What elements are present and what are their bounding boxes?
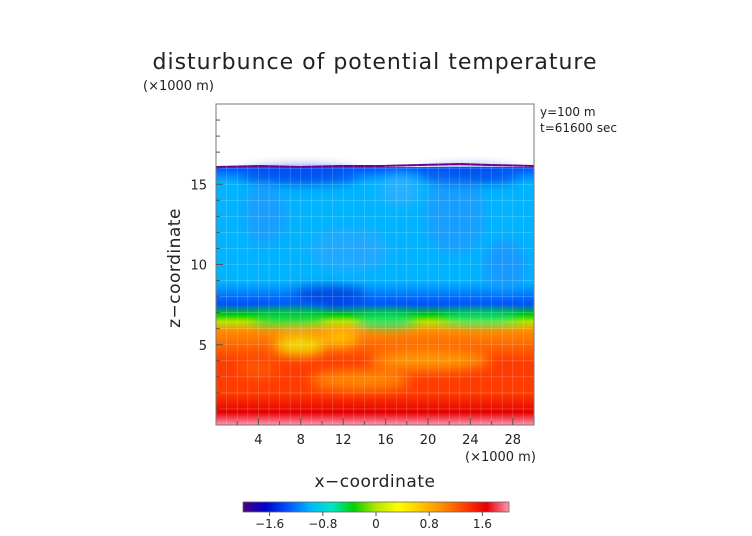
y-tick-label: 10 — [190, 259, 207, 274]
x-tick-label: 4 — [254, 433, 262, 448]
chart-title: disturbunce of potential temperature — [153, 50, 598, 75]
grid-lines — [216, 104, 534, 425]
x-tick-label: 20 — [420, 433, 437, 448]
x-tick-label: 16 — [377, 433, 394, 448]
annotation-y: y=100 m — [540, 105, 596, 119]
y-ticks: 5 10 15 — [190, 119, 223, 410]
x-tick-label: 24 — [462, 433, 479, 448]
yellow-tongue-1 — [275, 335, 325, 355]
dark-blue-top-2 — [420, 168, 520, 184]
dark-blue-mid — [295, 287, 365, 303]
cyan-plume-5 — [483, 240, 527, 290]
annotation-t: t=61600 sec — [540, 121, 617, 135]
cyan-plume-1 — [243, 185, 287, 245]
colorbar-tick-label: 0.8 — [420, 517, 439, 531]
x-tick-label: 28 — [505, 433, 522, 448]
orange-patch-2 — [310, 370, 410, 390]
orange-patch-1 — [370, 350, 490, 370]
y-unit-label: (×1000 m) — [143, 79, 214, 94]
y-tick-label: 15 — [190, 178, 207, 193]
y-tick-label: 5 — [199, 339, 207, 354]
plot-area — [216, 104, 534, 425]
cyan-plume-3 — [425, 175, 485, 255]
x-tick-label: 12 — [335, 433, 352, 448]
y-axis-label: z−coordinate — [165, 208, 185, 328]
colorbar-ticks: −1.6 −0.8 0 0.8 1.6 — [255, 512, 492, 531]
x-unit-label: (×1000 m) — [465, 450, 536, 465]
x-tick-label: 8 — [297, 433, 305, 448]
colorbar-tick-label: −1.6 — [255, 517, 284, 531]
colorbar-tick-label: 1.6 — [473, 517, 492, 531]
cyan-plume-2 — [310, 228, 390, 272]
x-axis-label: x−coordinate — [315, 472, 436, 492]
x-ticks: 4 8 12 16 20 24 28 — [236, 418, 522, 448]
field-texture — [238, 168, 527, 390]
colorbar-tick-label: −0.8 — [308, 517, 337, 531]
green-band-1 — [252, 311, 328, 325]
domain-top-edge — [216, 162, 534, 169]
yellow-tongue-2 — [322, 330, 358, 346]
colorbar-tick-label: 0 — [372, 517, 380, 531]
green-band-3 — [440, 313, 520, 323]
green-band-2 — [353, 313, 417, 327]
cyan-plume-4 — [380, 174, 420, 206]
dark-blue-top — [240, 168, 360, 184]
colorbar — [242, 501, 510, 513]
red-patch — [238, 358, 278, 378]
